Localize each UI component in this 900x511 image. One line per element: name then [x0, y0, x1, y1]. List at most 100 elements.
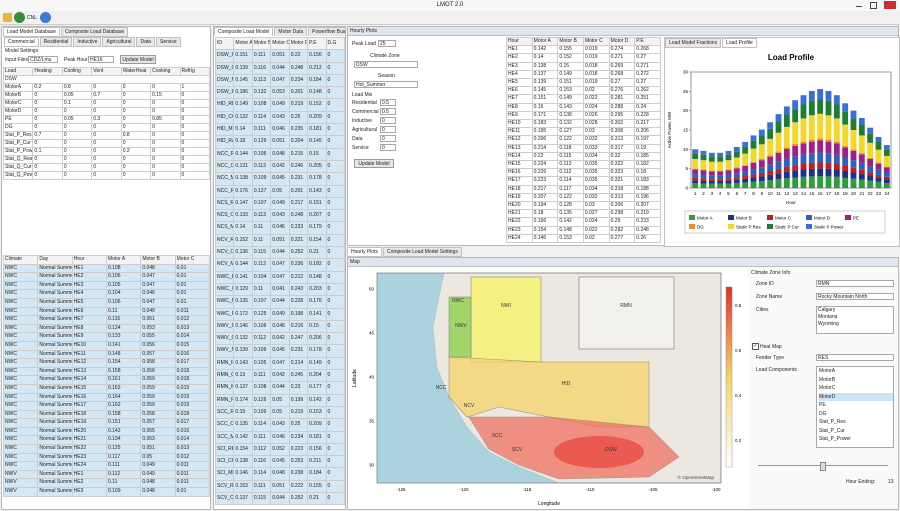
tab[interactable]: Composite Load Model [214, 27, 274, 36]
table-row[interactable]: Stat_P_Cur 0 0 0 0 0 0 [2, 139, 211, 148]
table-row[interactable]: NWC Normal Summer HE2 0.106 0.047 0.01 [2, 272, 211, 282]
table-row[interactable]: NWC Normal Summer HE18 0.158 0.058 0.018 [2, 409, 211, 420]
season-dropdown[interactable]: Hot_Summer [354, 81, 418, 88]
table-row[interactable]: NWC Normal Summer HE24 0.111 0.049 0.011 [2, 461, 211, 471]
load-component[interactable]: Stat_P_Cur [819, 427, 845, 434]
table-row[interactable]: PE 0 0.05 0.3 0 0.85 0 [2, 115, 211, 124]
tab[interactable]: Powerflow Bus Data [308, 27, 345, 36]
group-row[interactable]: DSW [3, 75, 210, 84]
table-row[interactable]: HE9 0.171 0.138 0.026 0.295 0.228 [506, 110, 661, 121]
table-row[interactable]: Stat_Q_Power000000 [2, 171, 211, 180]
table-row[interactable]: NWV Normal Summer HE1 0.112 0.049 0.011 [2, 469, 211, 480]
table-row[interactable]: HE14 0.22 0.115 0.034 0.32 0.185 [506, 151, 661, 162]
load-mix-value[interactable]: 0.5 [380, 108, 396, 115]
table-row[interactable]: MotorA 0.2 0.8 0 0 0 1 [2, 83, 211, 92]
open-icon[interactable] [3, 13, 12, 22]
table-row[interactable]: HE11 0.195 0.127 0.03 0.308 0.206 [506, 127, 661, 137]
load-mix-value[interactable]: 0 [380, 117, 396, 124]
load-component[interactable]: MotorB [819, 376, 836, 383]
globe-icon[interactable] [40, 12, 51, 23]
table-row[interactable]: Stat_P_Res 0.7 0 0 0.8 0 0 [2, 131, 211, 140]
table-row[interactable]: HE2 0.14 0.152 0.019 0.271 0.27 [506, 53, 661, 63]
table-row[interactable]: HE13 0.214 0.118 0.033 0.317 0.19 [506, 143, 661, 153]
table-row[interactable]: NWC Normal Summer HE3 0.105 0.047 0.01 [2, 280, 211, 291]
minimize-button[interactable] [856, 6, 862, 7]
table-row[interactable]: NWV Normal Summer HE2 0.11 0.048 0.011 [2, 478, 211, 489]
table-row[interactable]: HE7 0.151 0.149 0.022 0.281 0.251 [506, 94, 661, 104]
tab[interactable]: Residential [39, 37, 73, 47]
table-row[interactable]: HE6 0.145 0.153 0.02 0.276 0.262 [506, 86, 661, 96]
table-row[interactable]: NWC Normal Summer HE17 0.162 0.059 0.019 [2, 401, 211, 411]
table-row[interactable]: DG 0 0 0 0 0 0 [2, 123, 211, 132]
load-component[interactable]: MotorD [819, 392, 893, 401]
tab[interactable]: Service [156, 37, 181, 47]
table-row[interactable]: MotorD 0 0 0 0 0 0 [2, 107, 211, 116]
tab[interactable]: Load Model Database [3, 27, 60, 37]
table-row[interactable]: NWC Normal Summer HE15 0.163 0.059 0.019 [2, 383, 211, 394]
feeder-type-dropdown[interactable]: RES [816, 354, 894, 361]
load-mix-value[interactable]: 0 [380, 135, 396, 142]
table-row[interactable]: NWC Normal Summer HE16 0.164 0.059 0.019 [2, 392, 211, 403]
climate-zone-dropdown[interactable]: DSW [354, 61, 418, 68]
table-row[interactable]: HE15 0.224 0.113 0.035 0.322 0.182 [506, 160, 661, 170]
load-component[interactable]: DG [819, 410, 827, 417]
table-row[interactable]: NWC Normal Summer HE10 0.141 0.056 0.015 [2, 340, 211, 351]
close-button[interactable] [884, 1, 896, 9]
peak-hour-box[interactable]: HE16 [88, 56, 114, 63]
table-row[interactable]: NWC Normal Summer HE6 0.11 0.049 0.011 [2, 306, 211, 317]
table-row[interactable]: NWC Normal Summer HE23 0.117 0.05 0.012 [2, 452, 211, 463]
table-row[interactable]: NWC Normal Summer HE9 0.133 0.055 0.014 [2, 332, 211, 342]
table-row[interactable]: NWC Normal Summer HE1 0.108 0.048 0.01 [2, 263, 211, 274]
tab[interactable]: Inductive [73, 37, 102, 47]
table-row[interactable]: HE4 0.137 0.149 0.018 0.268 0.272 [506, 69, 661, 80]
table-row[interactable]: NWC Normal Summer HE19 0.151 0.057 0.017 [2, 418, 211, 428]
table-row[interactable]: HE8 0.16 0.143 0.024 0.288 0.24 [506, 102, 661, 112]
table-row[interactable]: HE5 0.139 0.151 0.019 0.27 0.27 [506, 78, 661, 88]
table-row[interactable]: NWC Normal Summer HE21 0.134 0.053 0.014 [2, 435, 211, 446]
table-row[interactable]: NWC Normal Summer HE13 0.158 0.058 0.018 [2, 366, 211, 377]
table-row[interactable]: NWC Normal Summer HE7 0.116 0.051 0.012 [2, 315, 211, 325]
tab[interactable]: Agricultural [102, 37, 136, 47]
tab[interactable]: Commercial [4, 37, 39, 47]
table-row[interactable]: HE3 0.138 0.15 0.018 0.269 0.271 [506, 61, 661, 71]
load-component[interactable]: MotorA [819, 368, 836, 374]
table-row[interactable]: Stat_Q_Cur 0 0 0 0 0 0 [2, 163, 211, 172]
table-row[interactable]: HE22 0.166 0.142 0.024 0.29 0.233 [506, 217, 661, 227]
update-button[interactable]: Update Model [120, 55, 156, 64]
tab[interactable]: Load Model Fractions [665, 38, 722, 48]
table-row[interactable]: HE24 0.146 0.153 0.02 0.277 0.26 [506, 233, 661, 244]
table-row[interactable]: NWC Normal Summer HE4 0.104 0.046 0.01 [2, 289, 211, 299]
load-mix-value[interactable]: 0 [380, 144, 396, 151]
table-row[interactable]: NWC Normal Summer HE14 0.161 0.059 0.018 [2, 375, 211, 385]
load-mix-value[interactable]: 0.5 [380, 99, 396, 106]
table-row[interactable]: NWC Normal Summer HE22 0.125 0.051 0.013 [2, 444, 211, 454]
table-row[interactable]: HE12 0.206 0.122 0.032 0.313 0.197 [506, 135, 661, 145]
group-cell[interactable]: DSW [3, 75, 210, 84]
tab[interactable]: Data [136, 37, 156, 47]
table-row[interactable]: HE1 0.142 0.155 0.019 0.274 0.268 [506, 45, 661, 55]
